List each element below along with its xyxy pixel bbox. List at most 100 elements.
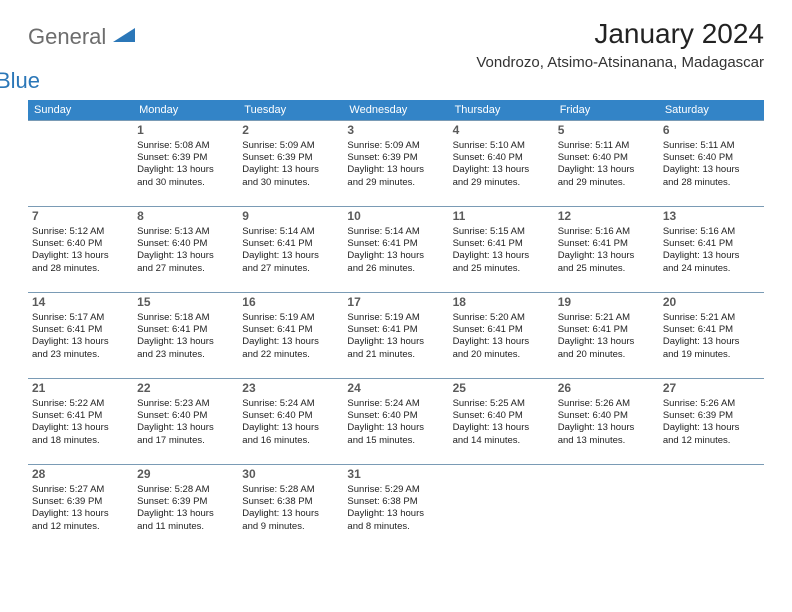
day-header-row: SundayMondayTuesdayWednesdayThursdayFrid… [28, 100, 764, 121]
day-header-monday: Monday [133, 100, 238, 121]
logo-triangle-icon [113, 28, 135, 44]
day-line-d2: and 20 minutes. [453, 349, 550, 361]
day-line-ss: Sunset: 6:41 PM [663, 238, 760, 250]
day-number: 13 [663, 209, 760, 225]
day-cell-13: 13Sunrise: 5:16 AMSunset: 6:41 PMDayligh… [659, 207, 764, 293]
day-number: 14 [32, 295, 129, 311]
day-line-d2: and 30 minutes. [137, 177, 234, 189]
day-line-ss: Sunset: 6:40 PM [137, 238, 234, 250]
day-number: 28 [32, 467, 129, 483]
logo-text: General Blue [28, 24, 135, 94]
day-line-ss: Sunset: 6:41 PM [347, 238, 444, 250]
day-line-d2: and 26 minutes. [347, 263, 444, 275]
day-line-sr: Sunrise: 5:24 AM [347, 398, 444, 410]
day-cell-31: 31Sunrise: 5:29 AMSunset: 6:38 PMDayligh… [343, 465, 448, 551]
day-header-friday: Friday [554, 100, 659, 121]
day-line-d2: and 20 minutes. [558, 349, 655, 361]
calendar-body: 1Sunrise: 5:08 AMSunset: 6:39 PMDaylight… [28, 121, 764, 551]
day-line-d1: Daylight: 13 hours [347, 422, 444, 434]
day-line-d1: Daylight: 13 hours [663, 336, 760, 348]
day-line-sr: Sunrise: 5:18 AM [137, 312, 234, 324]
day-cell-16: 16Sunrise: 5:19 AMSunset: 6:41 PMDayligh… [238, 293, 343, 379]
day-line-d2: and 9 minutes. [242, 521, 339, 533]
day-number: 23 [242, 381, 339, 397]
day-line-d2: and 23 minutes. [137, 349, 234, 361]
day-line-ss: Sunset: 6:40 PM [453, 410, 550, 422]
day-number: 15 [137, 295, 234, 311]
day-number: 21 [32, 381, 129, 397]
empty-cell [659, 465, 764, 551]
day-line-d2: and 29 minutes. [558, 177, 655, 189]
logo-word-blue: Blue [0, 68, 135, 94]
day-header-saturday: Saturday [659, 100, 764, 121]
day-line-sr: Sunrise: 5:10 AM [453, 140, 550, 152]
day-number: 16 [242, 295, 339, 311]
day-number: 11 [453, 209, 550, 225]
day-line-sr: Sunrise: 5:24 AM [242, 398, 339, 410]
day-line-ss: Sunset: 6:38 PM [347, 496, 444, 508]
day-line-sr: Sunrise: 5:17 AM [32, 312, 129, 324]
calendar-table: SundayMondayTuesdayWednesdayThursdayFrid… [28, 100, 764, 551]
day-line-sr: Sunrise: 5:28 AM [137, 484, 234, 496]
day-cell-12: 12Sunrise: 5:16 AMSunset: 6:41 PMDayligh… [554, 207, 659, 293]
day-line-d2: and 18 minutes. [32, 435, 129, 447]
day-cell-28: 28Sunrise: 5:27 AMSunset: 6:39 PMDayligh… [28, 465, 133, 551]
day-line-d1: Daylight: 13 hours [347, 508, 444, 520]
day-cell-2: 2Sunrise: 5:09 AMSunset: 6:39 PMDaylight… [238, 121, 343, 207]
day-line-sr: Sunrise: 5:09 AM [242, 140, 339, 152]
day-line-sr: Sunrise: 5:26 AM [663, 398, 760, 410]
day-line-d1: Daylight: 13 hours [558, 250, 655, 262]
day-number: 1 [137, 123, 234, 139]
day-line-d1: Daylight: 13 hours [347, 164, 444, 176]
day-header-thursday: Thursday [449, 100, 554, 121]
day-number: 31 [347, 467, 444, 483]
day-line-d2: and 21 minutes. [347, 349, 444, 361]
day-line-sr: Sunrise: 5:12 AM [32, 226, 129, 238]
day-line-ss: Sunset: 6:41 PM [453, 238, 550, 250]
day-line-sr: Sunrise: 5:16 AM [558, 226, 655, 238]
day-line-sr: Sunrise: 5:19 AM [347, 312, 444, 324]
day-line-ss: Sunset: 6:39 PM [242, 152, 339, 164]
logo: General Blue [28, 24, 135, 94]
day-line-sr: Sunrise: 5:13 AM [137, 226, 234, 238]
day-cell-26: 26Sunrise: 5:26 AMSunset: 6:40 PMDayligh… [554, 379, 659, 465]
day-cell-18: 18Sunrise: 5:20 AMSunset: 6:41 PMDayligh… [449, 293, 554, 379]
day-number: 8 [137, 209, 234, 225]
day-line-d1: Daylight: 13 hours [558, 422, 655, 434]
day-line-d2: and 24 minutes. [663, 263, 760, 275]
day-line-ss: Sunset: 6:40 PM [453, 152, 550, 164]
day-line-d1: Daylight: 13 hours [558, 164, 655, 176]
day-line-sr: Sunrise: 5:21 AM [663, 312, 760, 324]
day-line-ss: Sunset: 6:40 PM [663, 152, 760, 164]
day-number: 27 [663, 381, 760, 397]
day-line-d2: and 25 minutes. [453, 263, 550, 275]
day-cell-9: 9Sunrise: 5:14 AMSunset: 6:41 PMDaylight… [238, 207, 343, 293]
day-number: 18 [453, 295, 550, 311]
day-line-d2: and 16 minutes. [242, 435, 339, 447]
day-line-d1: Daylight: 13 hours [32, 422, 129, 434]
day-cell-30: 30Sunrise: 5:28 AMSunset: 6:38 PMDayligh… [238, 465, 343, 551]
day-line-d1: Daylight: 13 hours [137, 336, 234, 348]
day-line-d2: and 11 minutes. [137, 521, 234, 533]
week-row: 14Sunrise: 5:17 AMSunset: 6:41 PMDayligh… [28, 293, 764, 379]
day-line-sr: Sunrise: 5:29 AM [347, 484, 444, 496]
location: Vondrozo, Atsimo-Atsinanana, Madagascar [476, 54, 764, 71]
day-line-d1: Daylight: 13 hours [453, 164, 550, 176]
day-line-ss: Sunset: 6:38 PM [242, 496, 339, 508]
day-line-ss: Sunset: 6:41 PM [32, 410, 129, 422]
day-line-sr: Sunrise: 5:21 AM [558, 312, 655, 324]
week-row: 21Sunrise: 5:22 AMSunset: 6:41 PMDayligh… [28, 379, 764, 465]
day-number: 30 [242, 467, 339, 483]
day-number: 4 [453, 123, 550, 139]
page: General Blue January 2024 Vondrozo, Atsi… [0, 0, 792, 551]
empty-cell [28, 121, 133, 207]
day-line-sr: Sunrise: 5:25 AM [453, 398, 550, 410]
day-cell-5: 5Sunrise: 5:11 AMSunset: 6:40 PMDaylight… [554, 121, 659, 207]
week-row: 1Sunrise: 5:08 AMSunset: 6:39 PMDaylight… [28, 121, 764, 207]
day-line-ss: Sunset: 6:40 PM [347, 410, 444, 422]
day-line-ss: Sunset: 6:41 PM [137, 324, 234, 336]
day-cell-11: 11Sunrise: 5:15 AMSunset: 6:41 PMDayligh… [449, 207, 554, 293]
day-cell-10: 10Sunrise: 5:14 AMSunset: 6:41 PMDayligh… [343, 207, 448, 293]
day-cell-24: 24Sunrise: 5:24 AMSunset: 6:40 PMDayligh… [343, 379, 448, 465]
day-line-ss: Sunset: 6:41 PM [663, 324, 760, 336]
